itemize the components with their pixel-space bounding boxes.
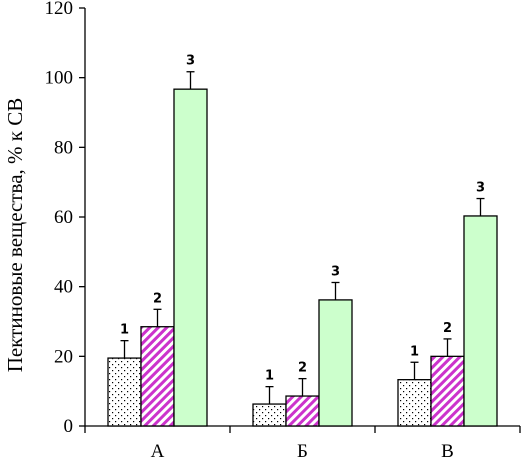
bar [173, 88, 208, 427]
bar-series-label: 2 [443, 321, 452, 336]
y-tick-label: 60 [54, 207, 73, 228]
bar-series-label: 2 [298, 361, 307, 376]
bar [463, 215, 498, 427]
category-label: Б [297, 441, 308, 461]
category-label: В [441, 441, 454, 461]
y-axis-label: Пектиновые вещества, % к СВ [3, 98, 27, 372]
y-tick-label: 80 [54, 137, 73, 158]
bar [397, 379, 432, 427]
bar [107, 357, 142, 427]
bar-series-label: 2 [153, 291, 162, 306]
bar-series-label: 1 [410, 344, 419, 359]
bar-series-label: 3 [331, 264, 340, 279]
labels: А 1 2 3 Б 1 2 3 В 1 2 3 [120, 54, 485, 461]
y-tick-label: 120 [45, 0, 74, 19]
bar [140, 326, 175, 427]
bar [430, 355, 465, 427]
bar-series-label: 1 [265, 369, 274, 384]
y-tick-label: 40 [54, 277, 73, 298]
bar [285, 395, 320, 427]
axes: 0 20 40 60 80 100 120 [45, 0, 521, 437]
bars [107, 71, 498, 427]
y-tick-label: 20 [54, 346, 73, 367]
category-label: А [151, 441, 165, 461]
bar [318, 299, 353, 427]
bar-series-label: 3 [476, 181, 485, 196]
y-tick-label: 0 [64, 416, 74, 437]
bar [252, 403, 287, 427]
bar-series-label: 1 [120, 323, 129, 338]
y-tick-label: 100 [45, 68, 74, 89]
bar-series-label: 3 [186, 54, 195, 69]
